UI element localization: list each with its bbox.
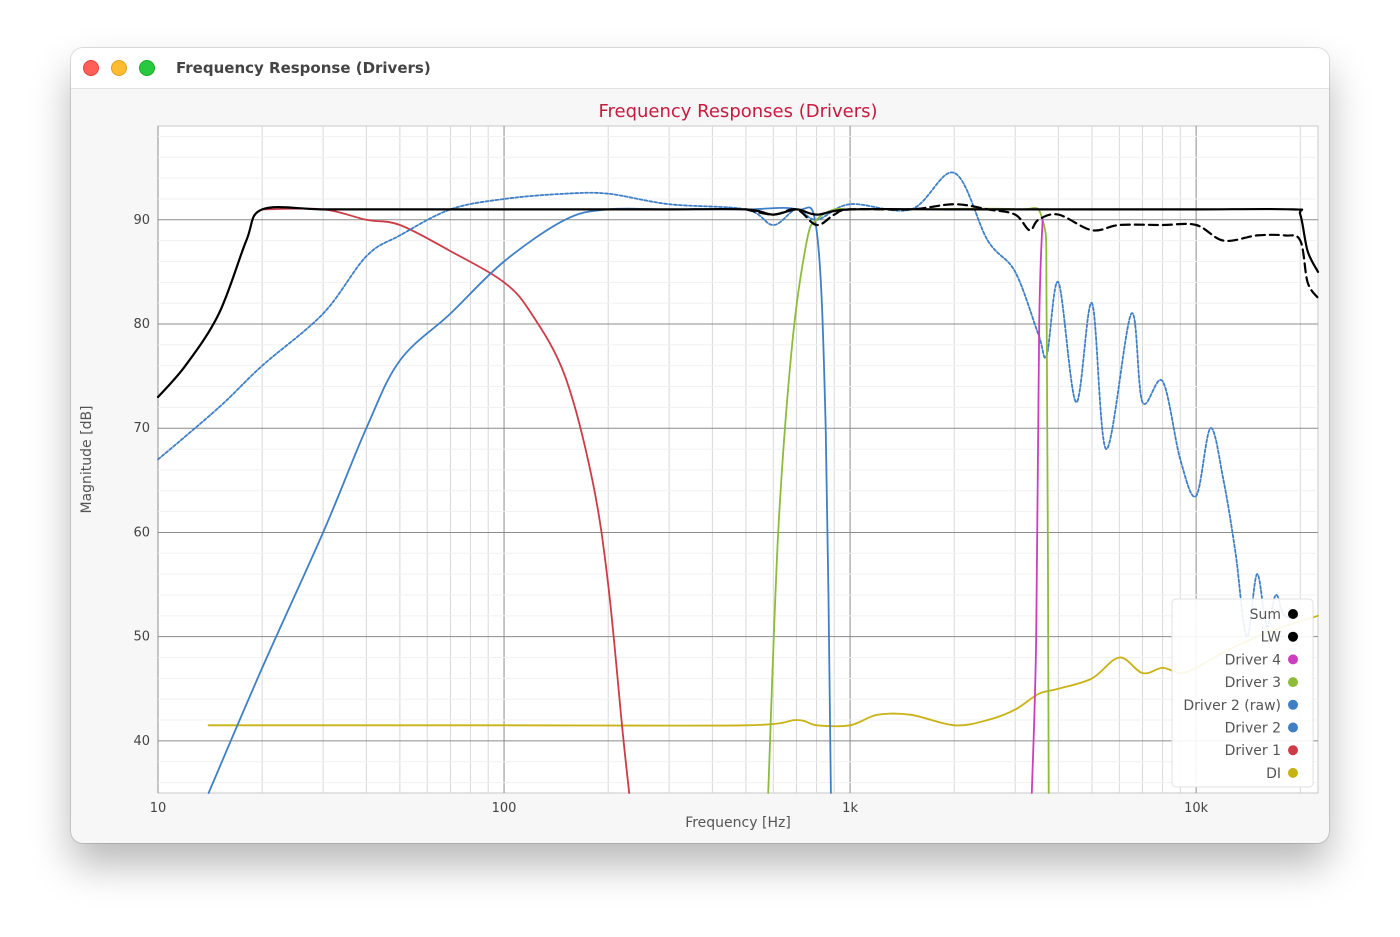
legend-label[interactable]: DI — [1266, 766, 1281, 782]
y-tick-label: 80 — [133, 317, 150, 332]
plot-area[interactable] — [157, 125, 1319, 794]
legend-box — [1171, 598, 1314, 788]
frequency-response-chart[interactable]: 10 100 1k 10k 40 50 60 70 80 90 Frequency Respons… — [71, 48, 1329, 843]
zoom-button[interactable] — [139, 60, 155, 76]
legend-label[interactable]: Driver 1 — [1225, 743, 1281, 759]
legend-label[interactable]: Driver 2 (raw) — [1183, 698, 1281, 714]
x-tick-label: 10k — [1184, 801, 1209, 816]
series-line-driver-2-raw — [157, 171, 1302, 638]
close-button[interactable] — [83, 60, 99, 76]
y-axis-label: Magnitude [dB] — [79, 405, 95, 513]
axes: 10 100 1k 10k 40 50 60 70 80 90 — [133, 213, 1208, 816]
legend-marker[interactable] — [1288, 767, 1298, 778]
y-tick-label: 70 — [133, 421, 150, 436]
legend-label[interactable]: Sum — [1250, 607, 1281, 623]
legend-marker[interactable] — [1288, 654, 1298, 665]
legend-label[interactable]: Driver 4 — [1225, 652, 1282, 668]
y-tick-label: 60 — [133, 525, 150, 540]
series-line-lw — [744, 203, 1320, 300]
series-line-driver-2 — [207, 206, 832, 794]
legend[interactable]: Sum LW Driver 4 Driver 3 Driver 2 (raw) Drive… — [1171, 598, 1314, 788]
legend-marker[interactable] — [1288, 609, 1298, 619]
window-title: Frequency Response (Drivers) — [176, 59, 431, 77]
series-line-sum — [156, 206, 1320, 399]
x-tick-label: 10 — [150, 801, 167, 816]
legend-label[interactable]: Driver 2 — [1225, 721, 1281, 737]
y-tick-label: 90 — [133, 213, 150, 228]
legend-label[interactable]: LW — [1261, 630, 1282, 646]
legend-marker[interactable] — [1288, 631, 1298, 642]
series-line-driver-4 — [1030, 218, 1044, 794]
series-line-driver-1 — [261, 207, 631, 794]
legend-marker[interactable] — [1288, 722, 1298, 733]
minimize-button[interactable] — [111, 60, 127, 76]
title-bar: Frequency Response (Drivers) — [71, 48, 1329, 89]
y-tick-label: 40 — [133, 734, 150, 749]
x-tick-label: 100 — [492, 801, 517, 816]
series-layer — [156, 171, 1320, 794]
chart-title: Frequency Responses (Drivers) — [598, 101, 877, 122]
x-tick-label: 1k — [842, 801, 858, 816]
y-tick-label: 50 — [133, 630, 150, 645]
x-axis-label: Frequency [Hz] — [685, 815, 791, 831]
legend-marker[interactable] — [1288, 745, 1298, 756]
legend-marker[interactable] — [1288, 699, 1298, 710]
legend-marker[interactable] — [1288, 677, 1298, 688]
app-window: Frequency Response (Drivers) 10 100 1k 10k 4… — [71, 48, 1329, 843]
legend-label[interactable]: Driver 3 — [1225, 675, 1281, 691]
